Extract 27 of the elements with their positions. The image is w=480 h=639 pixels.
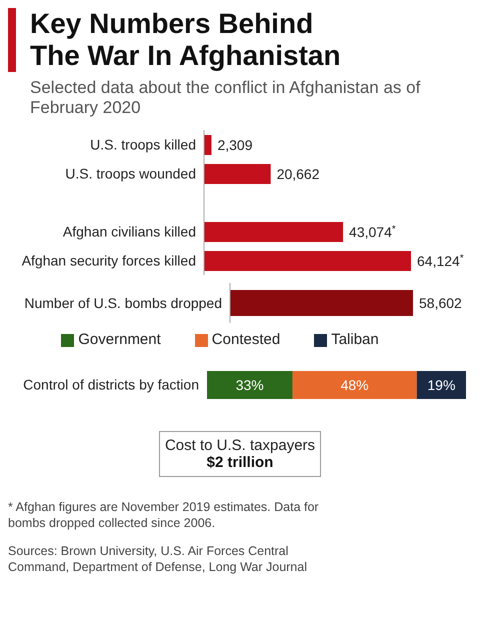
legend-label: Government	[78, 331, 161, 348]
text: $2 trillion	[206, 454, 274, 471]
data-label: 33%	[236, 377, 264, 393]
text: Cost to U.S. taxpayers	[164, 437, 316, 454]
bar	[204, 222, 344, 242]
chart-title: Key Numbers Behind The War In Afghanistan	[8, 8, 360, 72]
legend-label: Contested	[212, 331, 280, 348]
data-label: 2,309	[217, 137, 253, 153]
data-label: 58,602	[419, 295, 462, 311]
data-label: 19%	[427, 377, 456, 393]
y-tick-label: U.S. troops wounded	[65, 165, 196, 182]
bar	[204, 135, 212, 155]
y-tick-label: U.S. troops killed	[90, 136, 196, 152]
y-tick-label: Number of U.S. bombs dropped	[24, 294, 222, 311]
y-tick-label: Afghan civilians killed	[62, 223, 196, 240]
data-label: 43,074$^{*}$	[349, 224, 396, 240]
chart-subtitle: Selected data about the conflict in Afghanistan as of February 2020	[29, 78, 422, 118]
data-label: 64,124$^{*}$	[417, 252, 464, 269]
legend-label: Taliban	[331, 331, 379, 348]
text: * Afghan figures are November 2019 estimates. Data for bombs dropped collected since 2006.	[8, 499, 320, 531]
y-tick-label: Control of districts by faction	[23, 376, 199, 392]
bar	[204, 251, 411, 271]
source-note: Sources: Brown University, U.S. Air Forces Central Command, Department of Defense, Long War Journal	[8, 543, 308, 575]
y-tick-label: Afghan security forces killed	[22, 252, 196, 268]
bar	[204, 164, 271, 184]
data-label: 48%	[340, 377, 369, 393]
data-label: 20,662	[276, 166, 320, 182]
